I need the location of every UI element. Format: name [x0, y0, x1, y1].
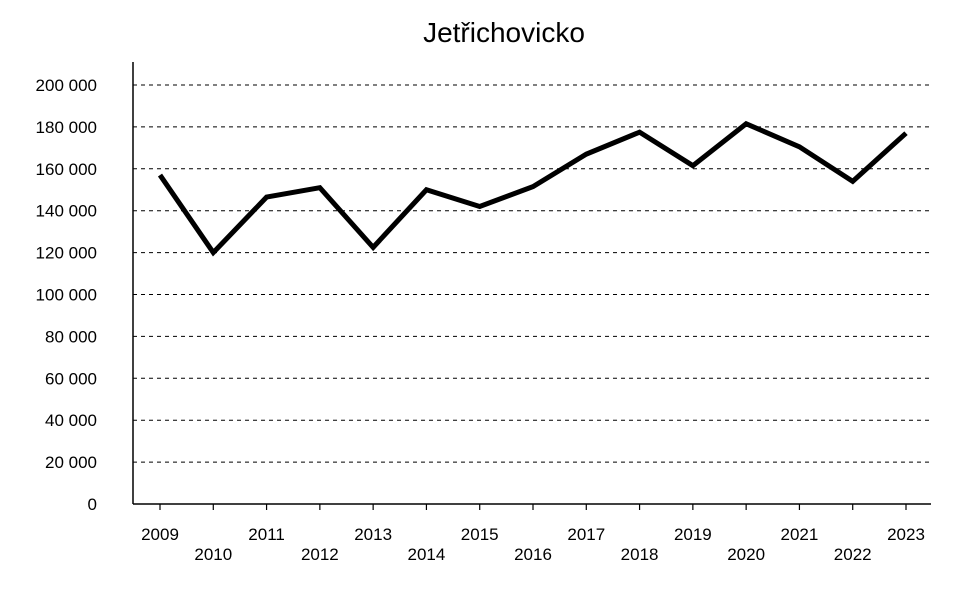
- x-tick-label: 2014: [408, 545, 446, 564]
- x-tick-label: 2012: [301, 545, 339, 564]
- x-axis-ticks: 2009 2010 2011 2012 2013 2014 2015 2016 2017 2018…: [141, 504, 925, 564]
- x-tick-label: 2022: [834, 545, 872, 564]
- x-tick-label: 2010: [194, 545, 232, 564]
- y-tick-label: 80 000: [45, 327, 97, 346]
- y-tick-label: 40 000: [45, 411, 97, 430]
- y-tick-label: 180 000: [36, 118, 97, 137]
- x-tick-label: 2009: [141, 525, 179, 544]
- chart-title: Jetřichovicko: [423, 17, 585, 48]
- series-line: [157, 120, 908, 257]
- gridlines: [133, 84, 931, 463]
- x-tick-label: 2016: [514, 545, 552, 564]
- x-tick-label: 2020: [727, 545, 765, 564]
- y-tick-label: 200 000: [36, 76, 97, 95]
- y-tick-label: 0: [88, 495, 97, 514]
- x-tick-label: 2017: [567, 525, 605, 544]
- x-tick-label: 2015: [461, 525, 499, 544]
- x-tick-label: 2013: [354, 525, 392, 544]
- x-tick-label: 2011: [248, 525, 285, 544]
- x-tick-label: 2019: [674, 525, 712, 544]
- x-tick-label: 2021: [781, 525, 819, 544]
- x-tick-label: 2023: [887, 525, 925, 544]
- y-tick-label: 120 000: [36, 244, 97, 263]
- y-axis-ticks: 0 20 000 40 000 60 000 80 000 100 000 120 000 1…: [36, 76, 97, 514]
- x-tick-label: 2018: [621, 545, 659, 564]
- y-tick-label: 100 000: [36, 286, 97, 305]
- y-tick-label: 160 000: [36, 160, 97, 179]
- series-layer: [157, 120, 908, 257]
- y-tick-label: 60 000: [45, 369, 97, 388]
- y-tick-label: 140 000: [36, 202, 97, 221]
- y-tick-label: 20 000: [45, 453, 97, 472]
